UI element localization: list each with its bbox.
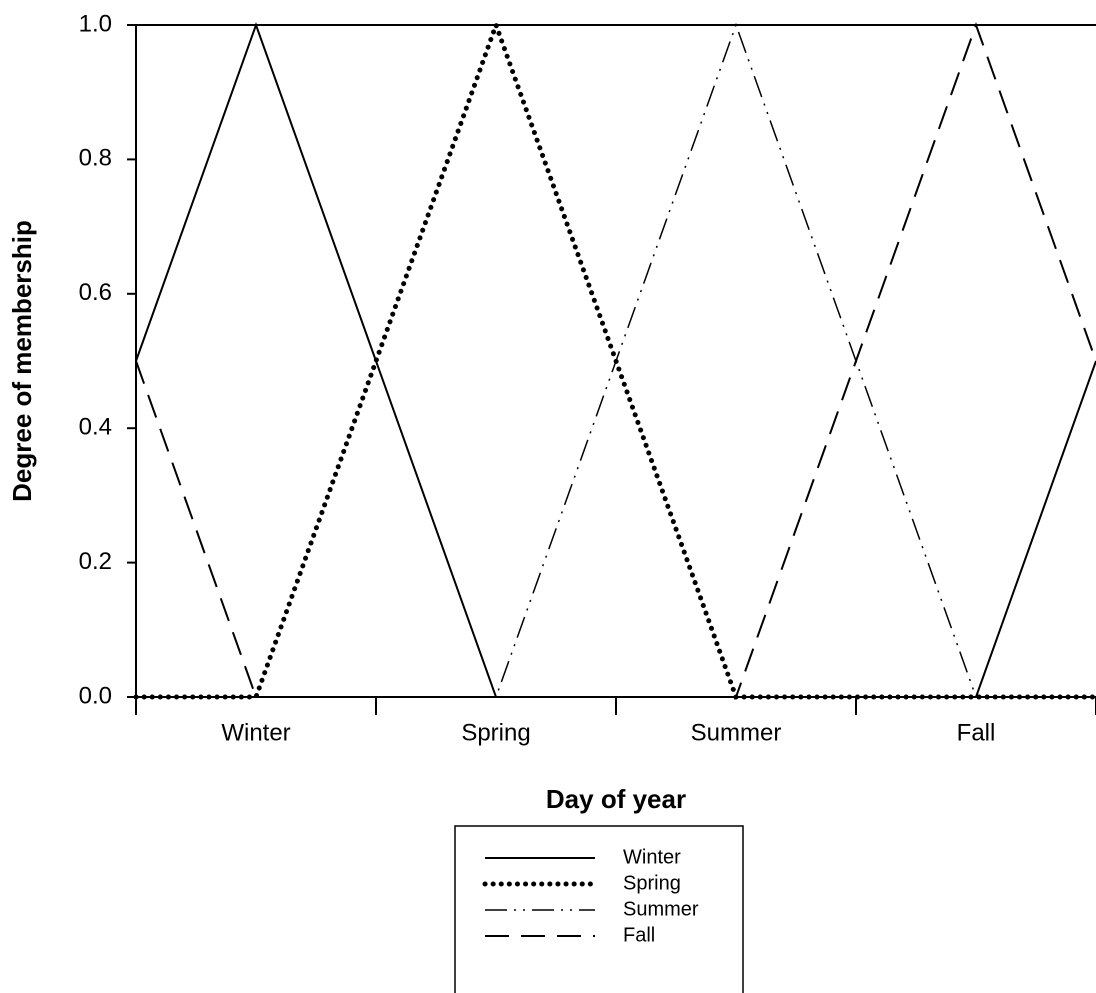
- legend-label: Summer: [623, 898, 699, 920]
- x-tick-label: Winter: [221, 719, 290, 746]
- y-axis-title: Degree of membership: [7, 220, 37, 502]
- y-tick-label: 0.8: [79, 145, 112, 172]
- y-tick-label: 0.4: [79, 414, 112, 441]
- legend-label: Winter: [623, 846, 681, 868]
- x-tick-label: Spring: [461, 719, 530, 746]
- x-tick-label: Fall: [957, 719, 996, 746]
- legend-box: [454, 825, 744, 993]
- y-tick-label: 0.2: [79, 548, 112, 575]
- y-tick-label: 0.0: [79, 682, 112, 709]
- legend-label: Spring: [623, 872, 681, 894]
- x-tick-label: Summer: [691, 719, 782, 746]
- series-line: [136, 22, 1096, 698]
- y-tick-label: 0.6: [79, 279, 112, 306]
- legend-label: Fall: [623, 924, 655, 946]
- y-tick-label: 1.0: [79, 10, 112, 37]
- series-line: [135, 22, 1096, 698]
- x-axis-title: Day of year: [546, 784, 686, 814]
